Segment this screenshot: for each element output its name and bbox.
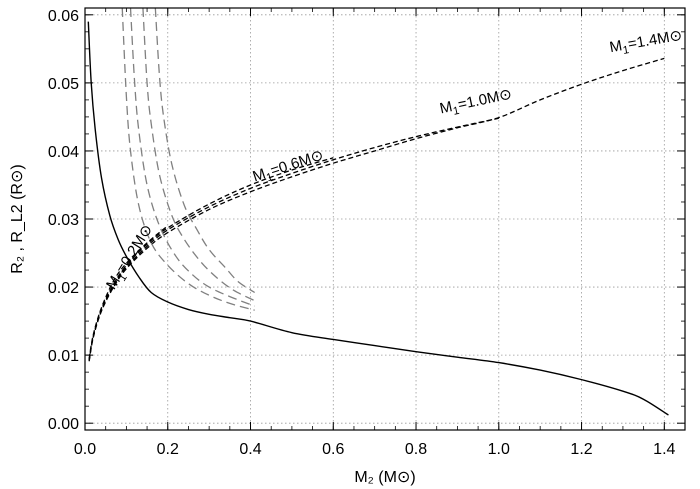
y-tick-label: 0.03	[48, 212, 79, 229]
annotation-subscript: 1	[116, 272, 129, 284]
annotation-text: =1.4M⊙	[627, 27, 684, 53]
x-tick-label: 1.2	[570, 441, 592, 458]
curve-annotation: M1=1.4M⊙	[608, 27, 684, 59]
tick-layer: 0.0 0.2 0.4 0.6 0.8 1.0 1.2 1.4 0.00 0.01 0.02 0.03…	[48, 8, 685, 458]
annotation-subscript: 1	[452, 105, 460, 118]
x-tick-label: 0.2	[157, 441, 179, 458]
series-line-6: grey dashed 2	[129, 8, 255, 307]
series-line-7: grey dashed 3	[142, 8, 255, 302]
annotation-subscript: 1	[622, 44, 630, 57]
y-axis-label: R₂ , R_L2 (R⊙)	[9, 164, 26, 273]
curve-annotation: M1=0.6M⊙	[251, 147, 327, 189]
x-tick-label: 0.4	[239, 441, 261, 458]
series-line-5: grey dashed 1	[121, 8, 255, 311]
grid-layer	[85, 8, 685, 430]
annotation-text: =0.2M⊙	[113, 221, 156, 276]
annotation-layer: M1=0.2M⊙M1=0.6M⊙M1=1.0M⊙M1=1.4M⊙	[103, 27, 684, 294]
annotation-text: M	[251, 165, 268, 185]
y-tick-label: 0.04	[48, 144, 79, 161]
x-tick-label: 1.0	[488, 441, 510, 458]
series-layer: Donor radius R2 (solid)RL2 for M1=0.2M⊙R…	[87, 8, 669, 416]
curve-annotation: M1=1.0M⊙	[438, 86, 514, 121]
annotation-subscript: 1	[265, 171, 275, 184]
y-tick-label: 0.02	[48, 280, 79, 297]
annotation-text: =1.0M⊙	[456, 86, 513, 114]
x-tick-label: 0.8	[405, 441, 427, 458]
y-tick-label: 0.00	[48, 416, 79, 433]
x-axis-label: M₂ (M⊙)	[354, 469, 415, 486]
series-line-4: RL2 for M1=1.4M⊙	[88, 57, 665, 362]
y-tick-label: 0.01	[48, 348, 79, 365]
y-tick-label: 0.06	[48, 8, 79, 25]
annotation-text: M	[438, 98, 454, 117]
annotation-text: M	[608, 37, 623, 56]
series-line-8: grey dashed 4	[154, 8, 256, 294]
x-tick-label: 1.4	[653, 441, 675, 458]
y-tick-label: 0.05	[48, 76, 79, 93]
x-tick-label: 0.0	[74, 441, 96, 458]
series-line-0: Donor radius R2 (solid)	[87, 21, 669, 416]
curve-annotation: M1=0.2M⊙	[103, 221, 159, 294]
x-tick-label: 0.6	[322, 441, 344, 458]
